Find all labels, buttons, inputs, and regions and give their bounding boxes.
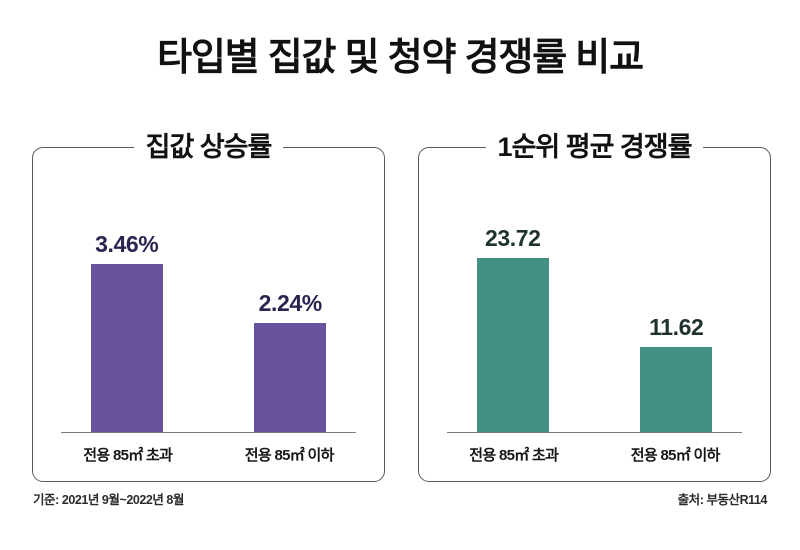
bar-value-label: 2.24% xyxy=(258,290,323,317)
bar-value-label: 3.46% xyxy=(95,231,159,258)
footnote-source: 출처: 부동산R114 xyxy=(677,493,768,507)
bar-group: 11.62 xyxy=(589,187,765,432)
category-axis: 전용 85㎡ 초과 전용 85㎡ 이하 xyxy=(433,444,756,465)
chart-baseline xyxy=(447,431,742,433)
bar-value-label: 23.72 xyxy=(484,225,541,252)
panel-title-competition-rate: 1순위 평균 경쟁률 xyxy=(485,132,704,164)
panel-title-house-price: 집값 상승률 xyxy=(133,132,284,164)
category-label: 전용 85㎡ 초과 xyxy=(83,447,173,464)
bar[interactable] xyxy=(476,258,549,432)
category-label: 전용 85㎡ 이하 xyxy=(244,447,335,464)
bar-value-label: 11.62 xyxy=(649,313,704,340)
bar[interactable] xyxy=(90,264,163,432)
category-label: 전용 85㎡ 초과 xyxy=(469,447,559,464)
category-axis: 전용 85㎡ 초과 전용 85㎡ 이하 xyxy=(47,444,370,465)
bar-chart-house-price: 3.46% 2.24% 전용 85㎡ 초과 전용 85㎡ 이하 xyxy=(33,148,384,481)
page-title: 타입별 집값 및 청약 경쟁률 비교 xyxy=(157,37,644,79)
chart-baseline xyxy=(61,431,356,433)
bar[interactable] xyxy=(254,323,327,432)
panel-house-price: 집값 상승률 3.46% 2.24% 전용 85㎡ 초과 전용 85㎡ 이하 xyxy=(32,132,385,482)
bar[interactable] xyxy=(640,346,713,432)
bar-group: 3.46% xyxy=(39,187,215,432)
category-label: 전용 85㎡ 이하 xyxy=(630,447,721,464)
panel-competition-rate: 1순위 평균 경쟁률 23.72 11.62 전용 85㎡ 초과 전용 85㎡ … xyxy=(418,132,771,482)
footnote-period: 기준: 2021년 9월~2022년 8월 xyxy=(33,493,184,507)
bar-group: 23.72 xyxy=(425,187,601,432)
bar-group: 2.24% xyxy=(203,187,379,432)
bar-chart-competition-rate: 23.72 11.62 전용 85㎡ 초과 전용 85㎡ 이하 xyxy=(419,148,770,481)
